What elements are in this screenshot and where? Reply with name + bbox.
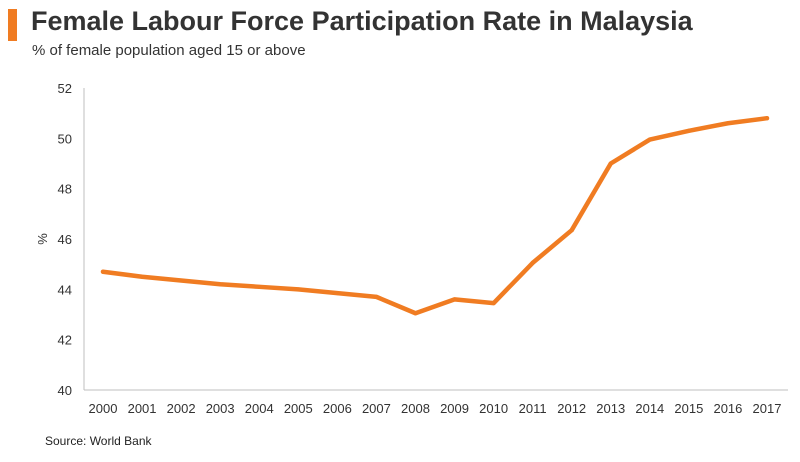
x-tick-label: 2015 xyxy=(674,401,703,416)
x-tick-label: 2013 xyxy=(596,401,625,416)
source-note: Source: World Bank xyxy=(45,434,152,448)
series-line xyxy=(100,115,770,316)
x-tick-label: 2011 xyxy=(519,401,547,416)
data-point-2007 xyxy=(374,294,379,299)
data-point-2014 xyxy=(647,137,652,142)
x-tick-label: 2000 xyxy=(89,401,118,416)
y-tick-label: 52 xyxy=(58,81,72,96)
data-point-2006 xyxy=(335,291,340,296)
data-point-2016 xyxy=(725,121,730,126)
title-accent-bar xyxy=(8,9,17,41)
y-axis-label: % xyxy=(35,233,50,245)
x-tick-label: 2003 xyxy=(206,401,235,416)
x-tick-label: 2012 xyxy=(557,401,586,416)
data-point-2015 xyxy=(686,128,691,133)
data-point-2012 xyxy=(569,228,574,233)
x-tick-label: 2002 xyxy=(167,401,196,416)
data-point-2017 xyxy=(765,116,769,121)
data-point-2000 xyxy=(101,269,105,274)
data-point-2009 xyxy=(452,297,457,302)
x-tick-label: 2006 xyxy=(323,401,352,416)
y-tick-label: 50 xyxy=(58,131,72,146)
y-tick-label: 42 xyxy=(58,333,72,348)
data-point-2003 xyxy=(218,282,223,287)
data-point-2010 xyxy=(491,301,496,306)
y-tick-label: 40 xyxy=(58,383,72,398)
y-tick-label: 48 xyxy=(58,182,72,197)
x-tick-label: 2009 xyxy=(440,401,469,416)
y-tick-label: 46 xyxy=(58,232,72,247)
data-point-2005 xyxy=(296,287,301,292)
data-point-2004 xyxy=(257,284,262,289)
x-tick-label: 2001 xyxy=(128,401,157,416)
y-tick-label: 44 xyxy=(58,282,72,297)
x-tick-label: 2007 xyxy=(362,401,391,416)
chart-subtitle: % of female population aged 15 or above xyxy=(32,42,306,59)
x-tick-label: 2014 xyxy=(635,401,664,416)
data-point-2002 xyxy=(179,278,184,283)
data-point-2008 xyxy=(413,311,418,316)
x-tick-label: 2008 xyxy=(401,401,430,416)
x-tick-label: 2005 xyxy=(284,401,313,416)
x-tick-label: 2004 xyxy=(245,401,274,416)
x-tick-label: 2010 xyxy=(479,401,508,416)
data-point-2001 xyxy=(140,274,145,279)
chart-title: Female Labour Force Participation Rate i… xyxy=(31,6,693,36)
x-tick-label: 2016 xyxy=(713,401,742,416)
x-tick-label: 2017 xyxy=(753,401,782,416)
data-point-2013 xyxy=(608,161,613,166)
data-point-2011 xyxy=(530,260,535,265)
